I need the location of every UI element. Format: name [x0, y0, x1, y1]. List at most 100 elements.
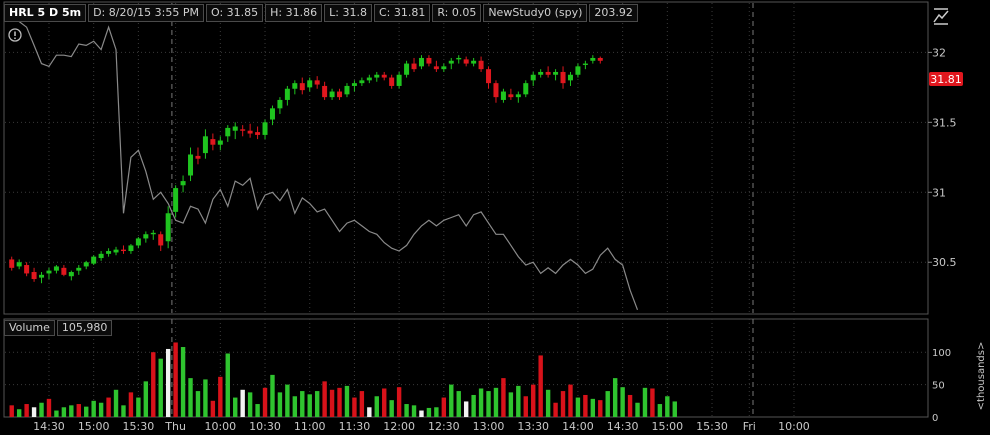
time-tick-label: Thu: [164, 420, 186, 433]
volume-bar: [113, 389, 119, 417]
candle-body: [232, 126, 238, 131]
volume-bar: [54, 410, 59, 417]
volume-tick-label: 0: [932, 413, 938, 424]
price-pane-frame: [3, 1, 929, 315]
candle-body: [441, 66, 447, 70]
volume-bar: [180, 347, 186, 417]
volume-bar: [523, 396, 528, 417]
candle-body: [567, 74, 573, 81]
time-tick-label: 11:30: [339, 420, 371, 433]
volume-bar: [411, 405, 417, 417]
time-tick-label: 14:30: [33, 420, 65, 433]
volume-value: 105,980: [56, 320, 113, 336]
candle-body: [247, 130, 253, 134]
volume-bar: [635, 402, 640, 417]
time-tick-label: 10:30: [249, 420, 281, 433]
volume-bar: [98, 402, 104, 417]
volume-bar: [389, 400, 394, 417]
volume-bar: [218, 376, 223, 417]
volume-bar: [486, 391, 491, 417]
volume-bars-layer: [9, 342, 677, 417]
candle-body: [188, 154, 194, 176]
candle-body: [240, 129, 246, 131]
volume-bar: [16, 409, 22, 417]
candle-body: [500, 91, 506, 100]
candle-body: [381, 74, 387, 78]
volume-bar: [247, 392, 253, 417]
volume-bar: [143, 381, 149, 417]
candle-body: [120, 249, 126, 252]
time-axis: 14:30 15:00 15:30 Thu 10:00 10:30 11:00 11:30 12…: [33, 420, 810, 433]
candle-body: [61, 267, 67, 275]
candle-body: [523, 83, 529, 95]
study-label[interactable]: NewStudy0 (spy): [483, 4, 588, 22]
time-tick-label: 10:00: [204, 420, 236, 433]
candle-body: [165, 213, 171, 242]
candle-body: [46, 270, 52, 274]
candle-body: [217, 140, 223, 145]
last-price-badge: 31.81: [929, 71, 963, 86]
volume-bar: [344, 385, 350, 417]
candle-body: [180, 181, 186, 186]
price-grid: [5, 3, 927, 313]
info-icon[interactable]: [8, 28, 22, 42]
candle-body: [389, 77, 395, 86]
candle-body: [463, 59, 469, 64]
candle-body: [486, 69, 492, 84]
time-tick-label: Fri: [743, 420, 756, 433]
bar-low: L: 31.8: [324, 4, 372, 22]
candle-body: [530, 74, 536, 81]
price-tick-label: 30.5: [932, 256, 957, 269]
candle-body: [493, 83, 499, 98]
volume-bar: [158, 358, 163, 417]
candle-body: [538, 71, 544, 75]
last-price-badge-bg: [929, 71, 963, 86]
candle-body: [150, 232, 156, 235]
candle-body: [478, 60, 484, 70]
volume-bar: [560, 391, 566, 417]
volume-bar: [575, 397, 581, 417]
volume-unit-label: <thousands>: [976, 342, 987, 411]
candle-body: [426, 57, 432, 64]
chart-settings-icon[interactable]: [931, 6, 951, 26]
candle-body: [351, 83, 357, 86]
volume-bar: [322, 381, 327, 417]
volume-bar: [61, 407, 67, 417]
candle-body: [277, 99, 283, 109]
candle-body: [68, 272, 74, 277]
volume-label[interactable]: Volume: [4, 320, 55, 336]
volume-bar: [456, 391, 461, 417]
candle-body: [314, 80, 320, 85]
volume-bar: [300, 391, 305, 417]
candle-body: [471, 60, 477, 64]
study-line-layer: [11, 10, 639, 311]
volume-bar: [627, 394, 633, 417]
candle-body: [113, 249, 119, 253]
volume-bar: [657, 404, 663, 417]
candle-body: [128, 245, 134, 252]
volume-bar: [9, 405, 14, 417]
volume-bar: [463, 401, 469, 417]
candle-body: [329, 91, 335, 98]
study-line: [11, 10, 639, 311]
price-tick-label: 32: [932, 46, 946, 59]
candle-body: [91, 256, 97, 264]
volume-bar: [203, 379, 208, 417]
time-tick-label: 10:00: [778, 420, 810, 433]
symbol-label[interactable]: HRL 5 D 5m: [4, 4, 87, 22]
volume-bar: [501, 378, 506, 417]
bar-high: H: 31.86: [265, 4, 323, 22]
volume-bar: [91, 400, 96, 417]
price-tick-label: 31: [932, 186, 946, 199]
candle-body: [508, 94, 514, 98]
volume-axis: 100 50 0 <thousands>: [932, 342, 987, 424]
volume-bar: [307, 394, 312, 417]
candle-body: [418, 57, 424, 67]
volume-bar: [337, 387, 342, 417]
volume-bar: [165, 348, 171, 417]
volume-bar: [396, 387, 402, 417]
candle-body: [553, 71, 559, 75]
volume-bar: [352, 397, 357, 417]
